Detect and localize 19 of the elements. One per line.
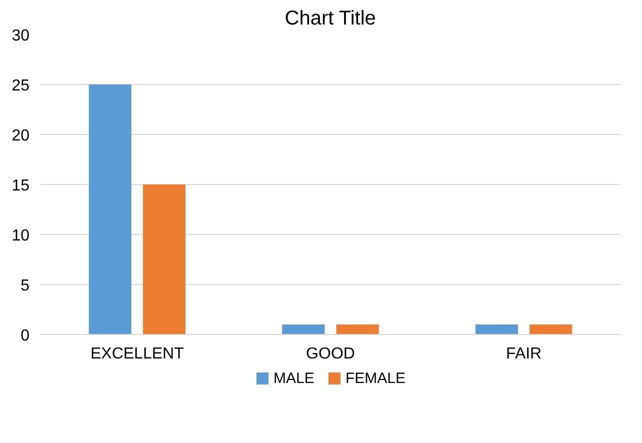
y-tick-label: 5 (20, 278, 30, 294)
y-tick-label: 30 (12, 28, 30, 44)
bar (88, 84, 132, 334)
x-tick-label: GOOD (306, 346, 355, 362)
y-tick-label: 15 (12, 178, 30, 194)
bar (336, 324, 379, 334)
legend-label: FEMALE (346, 370, 406, 387)
y-tick-label: 20 (12, 128, 30, 144)
y-tick-label: 25 (12, 78, 30, 94)
bar (142, 184, 186, 334)
bar (476, 324, 518, 334)
y-tick-label: 10 (12, 228, 30, 244)
x-tick-label: FAIR (506, 346, 542, 362)
bar (530, 324, 572, 334)
chart-title: Chart Title (284, 8, 376, 30)
legend-label: MALE (274, 370, 314, 387)
x-tick-label: EXCELLENT (90, 346, 184, 362)
bar (282, 324, 325, 334)
y-tick-label: 0 (20, 328, 30, 344)
